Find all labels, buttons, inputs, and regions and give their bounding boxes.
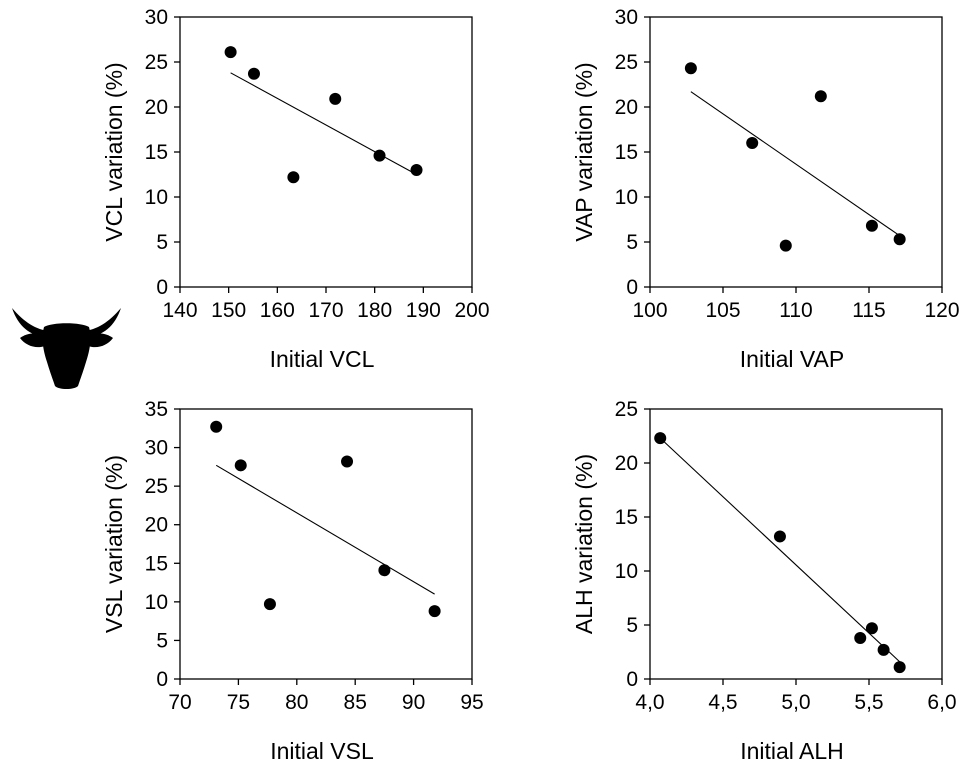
y-tick-label: 20 — [145, 514, 168, 537]
panel-alh: 4,0 4,5 5,0 5,5 6,0 0 5 10 15 20 25 Initial ALH ALH … — [571, 398, 957, 764]
x-axis-label: Initial VCL — [270, 346, 375, 372]
x-tick-label: 75 — [227, 691, 250, 714]
y-tick-label: 30 — [615, 6, 638, 29]
x-axis-label: Initial VAP — [740, 346, 844, 372]
panel-vsl: 70 75 80 85 90 95 0 5 10 15 20 25 30 35 Initial VSL VSL… — [101, 398, 484, 764]
y-axis-label: VCL variation (%) — [101, 62, 127, 241]
x-tick-label: 180 — [357, 299, 392, 322]
x-tick-label: 160 — [260, 299, 295, 322]
data-point — [210, 420, 223, 433]
y-tick-label: 5 — [626, 614, 638, 637]
y-tick-label: 35 — [145, 398, 168, 421]
data-point — [234, 459, 247, 472]
y-axis-label: ALH variation (%) — [571, 454, 597, 634]
y-tick-label: 30 — [145, 6, 168, 29]
bull-head-icon — [12, 308, 121, 389]
y-tick-label: 0 — [626, 668, 638, 691]
y-tick-label: 5 — [156, 231, 168, 254]
y-tick-label: 25 — [615, 398, 638, 421]
x-tick-label: 5,5 — [854, 691, 883, 714]
data-point — [865, 219, 878, 232]
regression-line — [659, 437, 901, 663]
x-tick-label: 105 — [705, 299, 740, 322]
x-tick-label: 140 — [162, 299, 197, 322]
data-point — [410, 164, 423, 176]
data-point — [654, 432, 667, 445]
data-point — [247, 67, 260, 80]
x-axis-label: Initial VSL — [270, 738, 374, 764]
y-tick-label: 15 — [615, 141, 638, 164]
x-tick-label: 85 — [344, 691, 367, 714]
data-point — [287, 171, 300, 184]
data-point — [746, 137, 759, 149]
plot-frame — [649, 408, 943, 680]
x-tick-label: 115 — [852, 299, 885, 322]
regression-line — [690, 91, 900, 237]
panel-vcl: 140 150 160 170 180 190 200 0 5 10 15 20 25 30 Initial… — [101, 6, 490, 372]
y-axis-label: VAP variation (%) — [571, 62, 597, 241]
data-point — [893, 233, 906, 246]
data-point — [684, 62, 697, 75]
data-point — [865, 622, 878, 635]
y-tick-label: 10 — [615, 186, 638, 209]
y-tick-label: 0 — [156, 276, 168, 299]
data-point — [893, 661, 906, 674]
x-tick-label: 70 — [168, 691, 191, 714]
plot-frame — [179, 16, 473, 288]
x-tick-label: 110 — [779, 299, 812, 322]
data-point — [373, 149, 386, 162]
data-point — [329, 92, 342, 105]
x-tick-label: 5,0 — [781, 691, 810, 714]
y-tick-label: 0 — [626, 276, 638, 299]
regression-line — [230, 72, 417, 175]
data-point — [428, 605, 441, 618]
y-tick-label: 25 — [145, 475, 168, 498]
y-tick-label: 20 — [615, 452, 638, 475]
data-point — [773, 530, 786, 543]
panel-vap: 100 105 110 115 120 0 5 10 15 20 25 30 Initial VAP VA… — [571, 6, 960, 372]
y-tick-label: 20 — [145, 96, 168, 119]
x-axis-label: Initial ALH — [740, 738, 844, 764]
x-tick-label: 90 — [402, 691, 425, 714]
x-tick-label: 200 — [454, 299, 489, 322]
data-point — [378, 564, 391, 577]
x-tick-label: 190 — [406, 299, 441, 322]
y-tick-label: 15 — [145, 141, 168, 164]
data-point — [341, 455, 354, 468]
data-point — [877, 643, 890, 656]
regression-line — [215, 464, 435, 595]
y-tick-label: 5 — [626, 231, 638, 254]
y-tick-label: 25 — [145, 51, 168, 74]
y-tick-label: 10 — [145, 186, 168, 209]
data-point — [224, 46, 237, 59]
x-tick-label: 170 — [308, 299, 343, 322]
data-point — [263, 598, 276, 611]
y-axis-label: VSL variation (%) — [101, 455, 127, 633]
x-tick-label: 150 — [211, 299, 246, 322]
y-tick-label: 15 — [615, 506, 638, 529]
y-tick-label: 20 — [615, 96, 638, 119]
y-tick-label: 15 — [145, 552, 168, 575]
data-point — [814, 90, 827, 103]
x-tick-label: 95 — [460, 691, 483, 714]
plot-frame — [179, 408, 473, 680]
y-tick-label: 0 — [156, 668, 168, 691]
x-tick-label: 100 — [632, 299, 667, 322]
y-tick-label: 30 — [145, 437, 168, 460]
y-tick-label: 25 — [615, 51, 638, 74]
y-tick-label: 5 — [156, 629, 168, 652]
y-tick-label: 10 — [145, 591, 168, 614]
data-point — [779, 239, 792, 252]
x-tick-label: 80 — [285, 691, 308, 714]
x-tick-label: 4,0 — [635, 691, 664, 714]
data-point — [854, 631, 867, 644]
plot-frame — [649, 16, 943, 288]
x-tick-label: 4,5 — [708, 691, 737, 714]
x-tick-label: 6,0 — [927, 691, 956, 714]
y-tick-label: 10 — [615, 560, 638, 583]
x-tick-label: 120 — [924, 299, 959, 322]
